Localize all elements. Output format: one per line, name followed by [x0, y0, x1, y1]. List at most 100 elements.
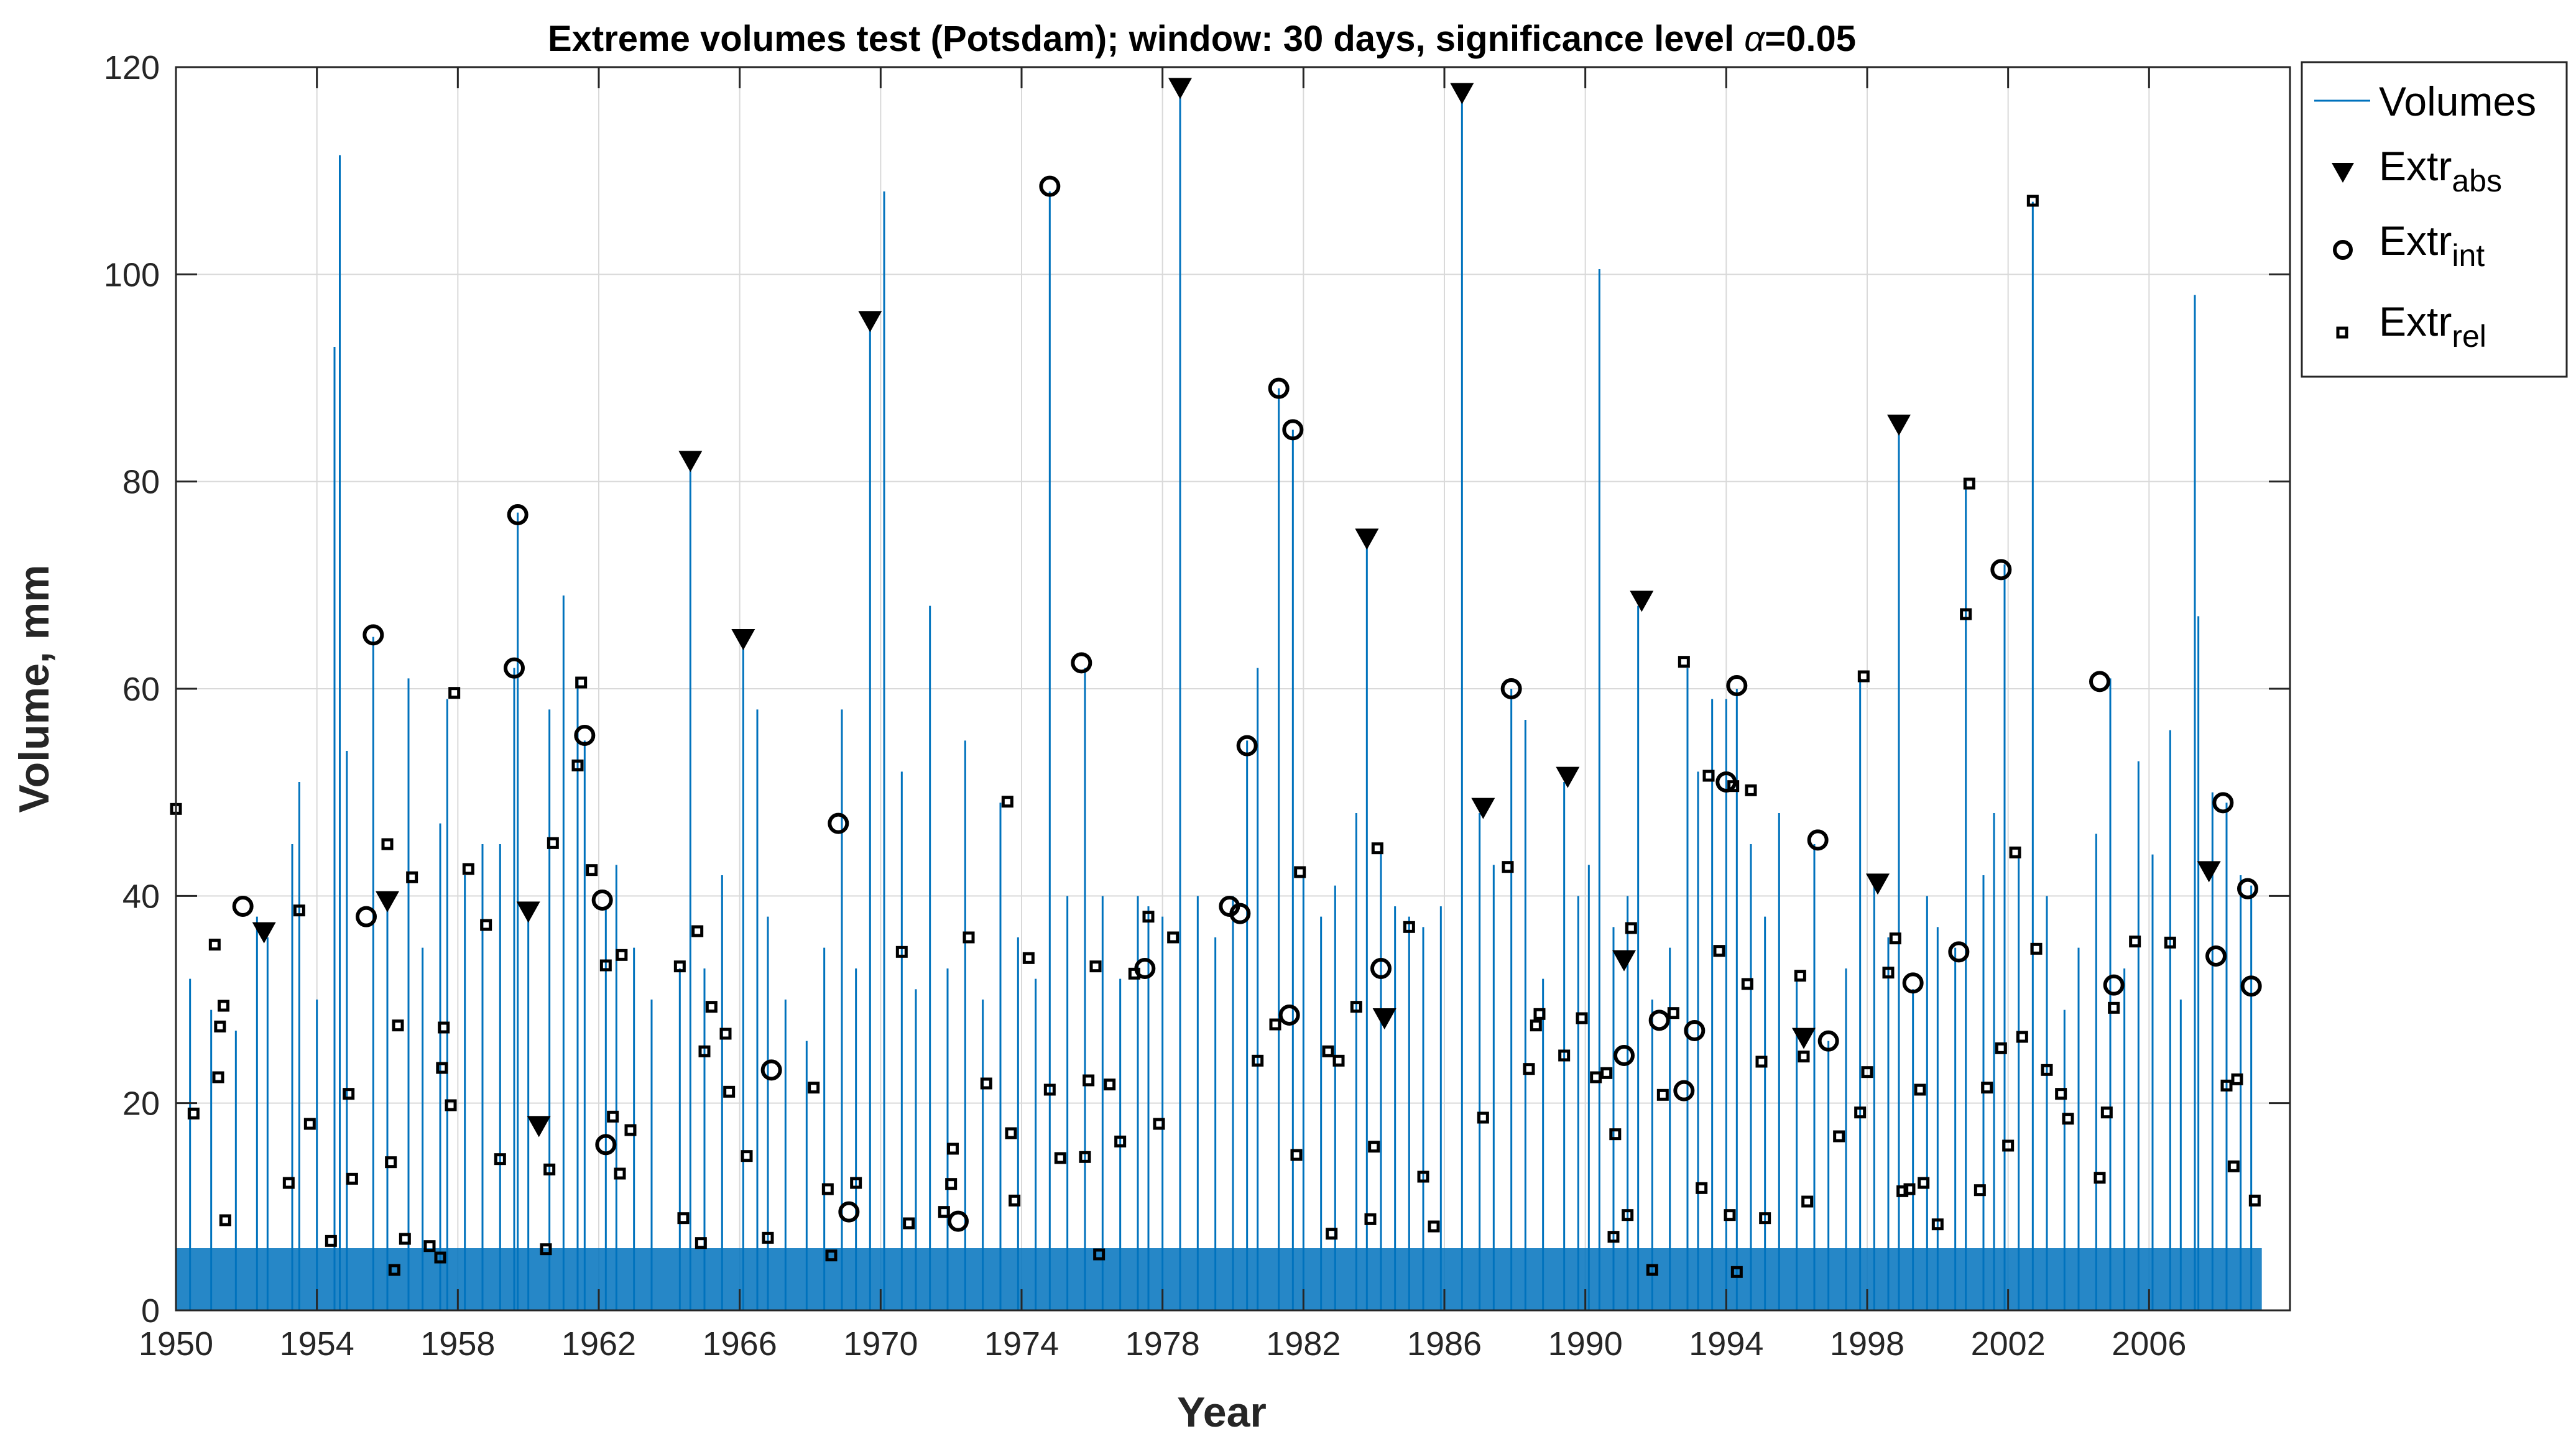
- extr-rel-marker: [1745, 784, 1757, 796]
- extr-rel-marker: [1960, 608, 1972, 620]
- extr-rel-marker: [1009, 1194, 1021, 1207]
- extr-rel-marker: [1609, 1128, 1622, 1141]
- extr-int-marker: [1278, 1005, 1300, 1026]
- extreme-markers: [170, 78, 2262, 1278]
- extr-rel-marker: [303, 1118, 316, 1130]
- extr-int-marker: [828, 812, 849, 834]
- extr-rel-marker: [1724, 1209, 1736, 1221]
- extr-int-marker: [1229, 903, 1251, 924]
- extr-rel-marker: [624, 1124, 637, 1136]
- extr-rel-marker: [1702, 770, 1715, 782]
- extr-rel-marker: [1981, 1082, 1993, 1094]
- extr-rel-marker: [2055, 1088, 2067, 1100]
- extr-int-marker: [1648, 1009, 1670, 1031]
- extr-rel-marker: [741, 1150, 753, 1162]
- extr-rel-marker: [325, 1235, 337, 1247]
- extr-rel-marker: [677, 1212, 690, 1225]
- extr-abs-marker: [252, 922, 276, 944]
- extr-rel-marker: [1089, 960, 1102, 973]
- extr-rel-marker: [1001, 796, 1013, 808]
- extr-int-marker: [1268, 377, 1290, 399]
- extr-abs-marker: [1372, 1008, 1396, 1029]
- extr-rel-marker: [1530, 1019, 1542, 1032]
- extr-rel-marker: [2002, 1139, 2015, 1152]
- y-axis-label: Volume, mm: [11, 564, 58, 812]
- extr-rel-marker: [448, 687, 461, 699]
- extr-rel-marker: [1114, 1135, 1127, 1147]
- extr-rel-marker: [723, 1085, 736, 1098]
- extr-rel-marker: [1350, 1001, 1362, 1013]
- extr-rel-marker: [434, 1251, 446, 1264]
- extr-int-marker: [1726, 675, 1748, 696]
- extr-rel-marker: [2009, 846, 2021, 858]
- extr-rel-marker: [1332, 1054, 1345, 1067]
- extr-rel-marker: [2100, 1106, 2113, 1119]
- extr-int-marker: [2237, 878, 2258, 899]
- x-tick-label: 1958: [420, 1325, 495, 1363]
- extr-rel-marker: [1914, 1083, 1926, 1096]
- extr-abs-marker: [376, 891, 399, 913]
- extr-rel-marker: [392, 1019, 404, 1032]
- extr-rel-marker: [1502, 861, 1514, 873]
- extr-int-marker: [1902, 972, 1924, 994]
- extr-rel-marker: [1801, 1195, 1814, 1208]
- extr-rel-marker: [1371, 842, 1383, 855]
- extr-abs-marker: [1556, 766, 1580, 788]
- x-tick-label: 1978: [1125, 1325, 1200, 1363]
- extr-rel-marker: [1252, 1054, 1264, 1067]
- extr-rel-marker: [1656, 1088, 1669, 1101]
- extr-rel-marker: [1974, 1184, 1986, 1197]
- extr-rel-marker: [571, 759, 584, 771]
- extr-abs-marker: [516, 901, 540, 923]
- extr-rel-marker: [1558, 1049, 1571, 1062]
- volume-baseline-band: [176, 1248, 2262, 1310]
- y-tick-label: 120: [104, 49, 160, 86]
- extr-rel-marker: [1794, 970, 1806, 982]
- extr-rel-marker: [445, 1099, 457, 1111]
- extr-rel-marker: [1590, 1071, 1602, 1083]
- extr-rel-marker: [2062, 1113, 2074, 1125]
- extr-rel-marker: [1022, 952, 1035, 964]
- extr-rel-marker: [1713, 945, 1725, 957]
- extr-int-marker: [362, 624, 384, 646]
- extr-int-marker: [1684, 1020, 1706, 1041]
- x-tick-label: 1982: [1266, 1325, 1341, 1363]
- extr-rel-marker: [1104, 1078, 1116, 1091]
- x-tick-label: 1994: [1689, 1325, 1763, 1363]
- extr-rel-marker: [1269, 1018, 1281, 1031]
- extr-rel-marker: [1128, 967, 1140, 980]
- extr-rel-marker: [212, 1071, 224, 1083]
- extr-rel-marker: [2026, 195, 2039, 207]
- extr-abs-marker: [1355, 528, 1379, 550]
- extr-rel-marker: [1625, 922, 1637, 934]
- extr-rel-marker: [1477, 1111, 1489, 1124]
- extr-rel-marker: [614, 1167, 626, 1180]
- extr-rel-marker: [1646, 1264, 1658, 1276]
- extr-rel-marker: [698, 1045, 711, 1057]
- x-tick-label: 1970: [843, 1325, 918, 1363]
- x-tick-label: 1950: [139, 1325, 213, 1363]
- extr-abs-marker: [1471, 798, 1495, 819]
- extr-rel-marker: [540, 1243, 552, 1256]
- extr-int-marker: [2212, 792, 2234, 814]
- extr-rel-marker: [1079, 1151, 1091, 1163]
- legend-int-marker: [2333, 240, 2353, 260]
- extr-rel-marker: [1727, 780, 1740, 793]
- extr-abs-marker: [1450, 83, 1474, 104]
- extr-rel-marker: [1294, 866, 1306, 878]
- extr-int-marker: [504, 657, 525, 679]
- extr-rel-marker: [1889, 932, 1901, 945]
- extr-int-marker: [2103, 974, 2125, 996]
- extr-abs-marker: [1887, 415, 1911, 436]
- extr-rel-marker: [808, 1082, 820, 1094]
- extr-rel-marker: [381, 838, 394, 850]
- extr-rel-marker: [2094, 1172, 2106, 1184]
- extr-rel-marker: [1798, 1051, 1810, 1063]
- extr-int-marker: [1370, 958, 1392, 979]
- extr-rel-marker: [1755, 1055, 1768, 1068]
- extr-rel-marker: [2227, 1160, 2240, 1172]
- extr-int-marker: [1500, 678, 1522, 699]
- extr-rel-marker: [293, 904, 305, 917]
- extr-rel-marker: [895, 945, 908, 958]
